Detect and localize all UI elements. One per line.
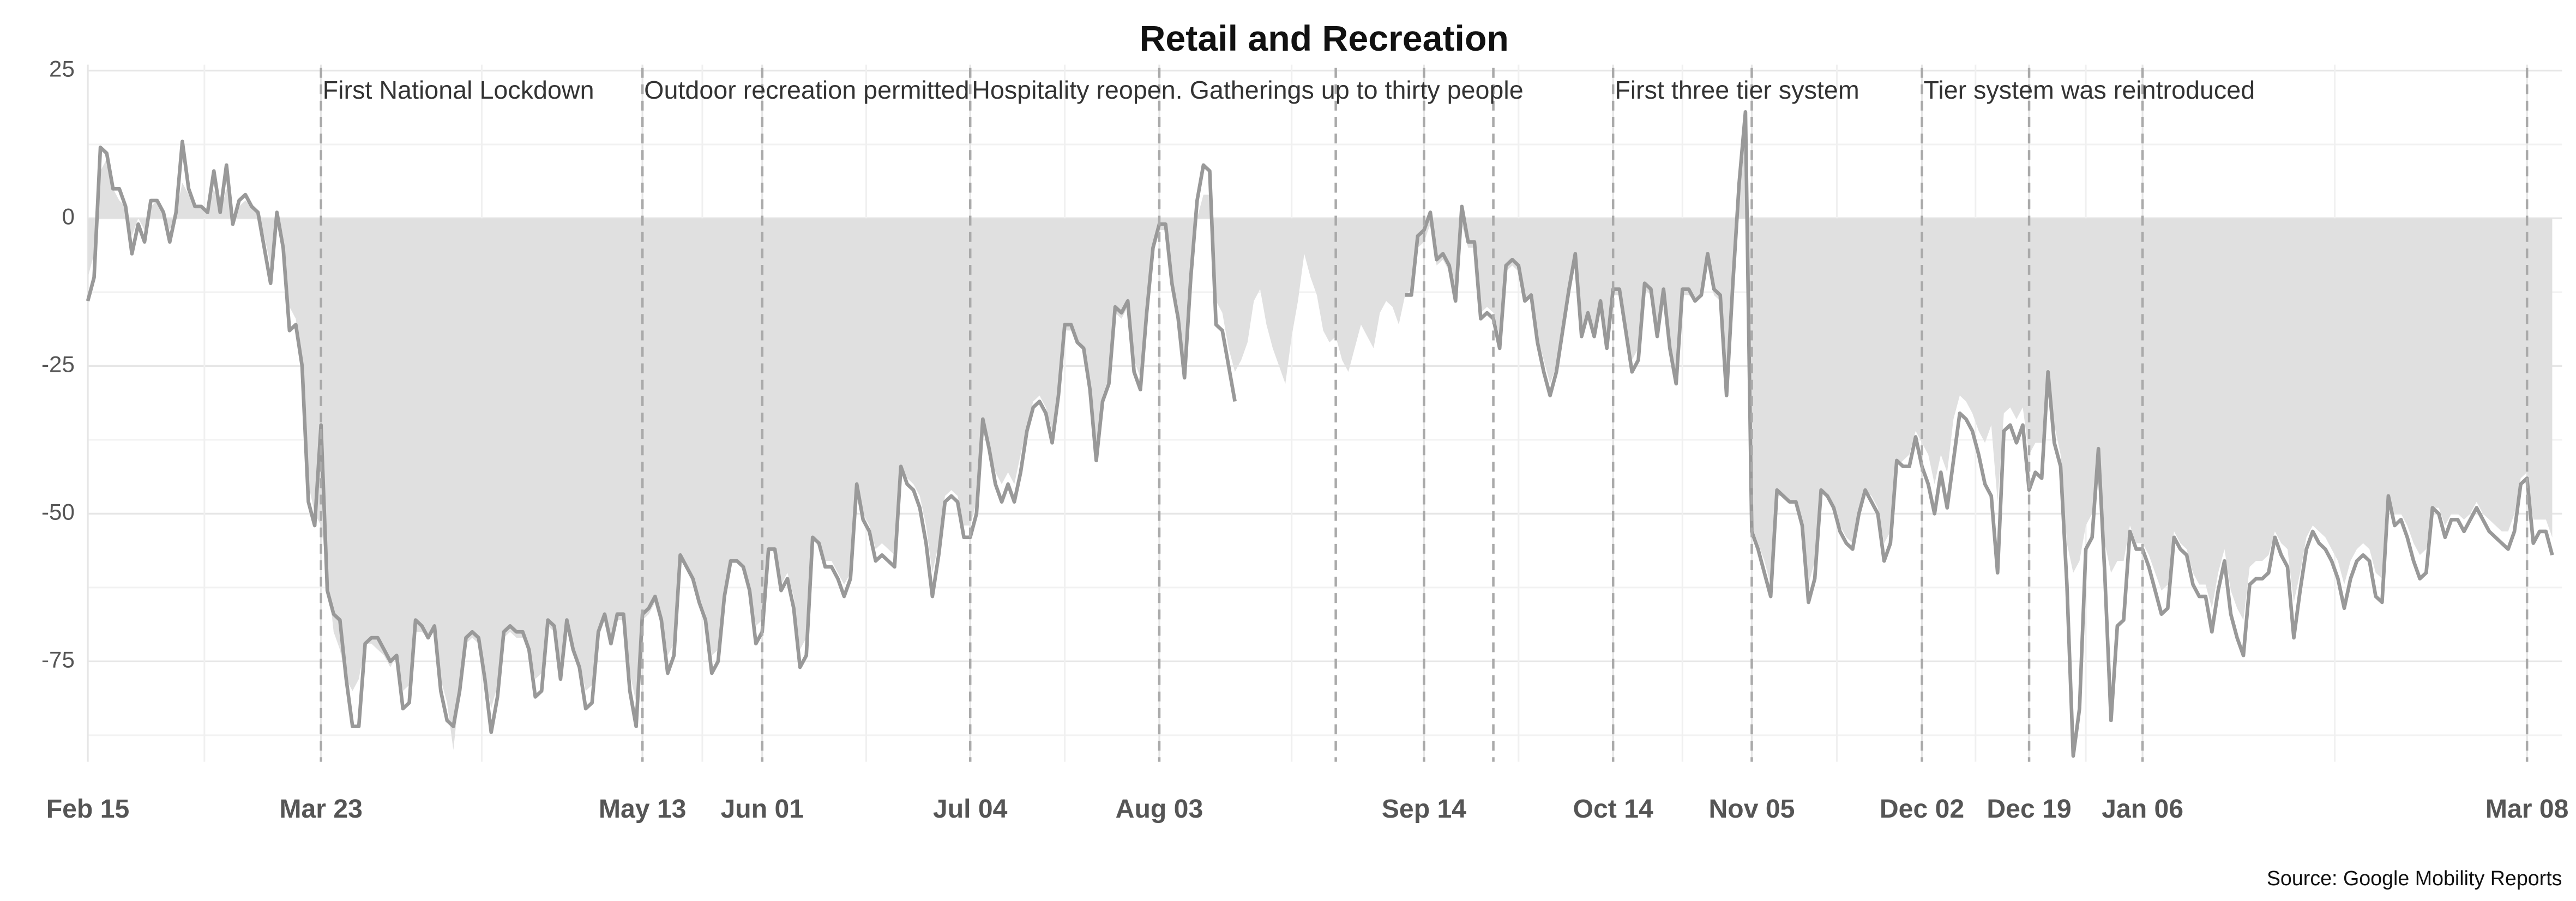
chart-title: Retail and Recreation (1140, 19, 1509, 59)
annotation: First National Lockdown (323, 76, 594, 104)
y-tick-label: -50 (41, 499, 75, 525)
y-tick-label: 25 (49, 56, 75, 82)
x-tick-label: Jun 01 (720, 794, 804, 824)
annotation: Hospitality reopen. Gatherings up to thi… (972, 76, 1523, 104)
x-tick-label: Oct 14 (1573, 794, 1653, 824)
labels: 25 0 -25 -50 -75 Feb 15 Mar 23 May 13 Jun 01 Jul … (41, 56, 2568, 824)
annotation: Tier system was reintroduced (1924, 76, 2255, 104)
y-tick-label: 0 (62, 204, 74, 229)
x-tick-label: Sep 14 (1382, 794, 1466, 824)
marks (86, 110, 2554, 758)
y-tick-label: -25 (41, 352, 75, 377)
x-tick-label: May 13 (599, 794, 687, 824)
x-tick-label: Dec 19 (1987, 794, 2071, 824)
x-tick-label: Mar 08 (2485, 794, 2569, 824)
area (88, 135, 2553, 750)
y-tick-label: -75 (41, 647, 75, 673)
x-tick-label: Nov 05 (1709, 794, 1795, 824)
x-tick-label: Mar 23 (279, 794, 363, 824)
annotation: Outdoor recreation permitted (644, 76, 969, 104)
x-tick-label: Dec 02 (1880, 794, 1964, 824)
x-tick-label: Jan 06 (2102, 794, 2183, 824)
x-tick-label: Feb 15 (46, 794, 130, 824)
x-tick-label: Jul 04 (933, 794, 1008, 824)
annotation: First three tier system (1615, 76, 1859, 104)
line (86, 110, 2554, 758)
x-tick-label: Aug 03 (1116, 794, 1203, 824)
source-note: Source: Google Mobility Reports (2267, 867, 2562, 890)
